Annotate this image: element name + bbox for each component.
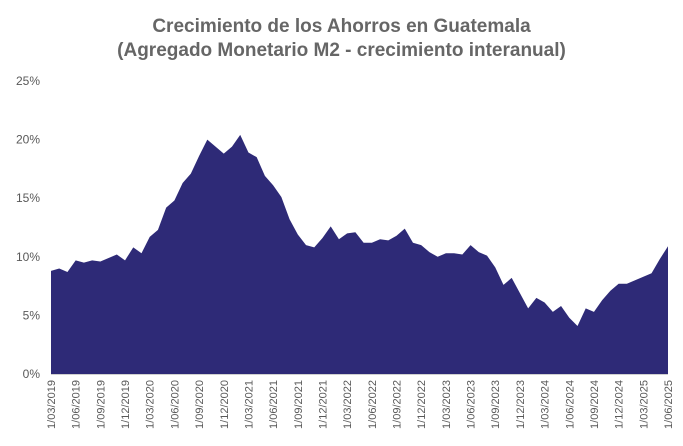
x-tick-label: 1/09/2022 [392,380,404,429]
area-layer [51,134,668,374]
x-tick-label: 1/09/2020 [194,380,206,429]
x-tick-label: 1/03/2021 [243,380,255,429]
x-tick-label: 1/03/2020 [145,380,157,429]
y-tick-label: 10% [16,250,40,264]
x-tick-label: 1/06/2019 [71,380,83,429]
x-tick-label: 1/06/2021 [268,380,280,429]
x-tick-label: 1/06/2020 [169,380,181,429]
x-tick-label: 1/12/2019 [120,380,132,429]
x-axis-ticks: 1/03/2019 1/06/2019 1/09/2019 1/12/2019 1/03… [46,380,675,429]
x-tick-label: 1/03/2022 [342,380,354,429]
x-tick-label: 1/03/2023 [441,380,453,429]
y-tick-label: 25% [16,74,40,88]
x-tick-label: 1/09/2024 [589,380,601,429]
x-tick-label: 1/03/2025 [638,380,650,429]
x-tick-label: 1/12/2024 [614,380,626,429]
x-tick-label: 1/06/2024 [564,380,576,429]
x-tick-label: 1/09/2021 [293,380,305,429]
area-series [51,134,668,374]
chart-title: Crecimiento de los Ahorros en Guatemala [152,16,531,37]
y-axis-ticks: 0% 5% 10% 15% 20% 25% [16,74,40,381]
x-tick-label: 1/06/2025 [663,380,675,429]
x-tick-label: 1/12/2023 [515,380,527,429]
chart-subtitle: (Agregado Monetario M2 - crecimiento int… [117,40,566,61]
y-tick-label: 5% [23,308,41,322]
x-tick-label: 1/03/2019 [46,380,58,429]
x-tick-label: 1/12/2022 [416,380,428,429]
x-tick-label: 1/06/2022 [367,380,379,429]
x-tick-label: 1/06/2023 [466,380,478,429]
y-tick-label: 20% [16,133,40,147]
y-tick-label: 0% [23,367,41,381]
x-tick-label: 1/09/2023 [490,380,502,429]
y-tick-label: 15% [16,191,40,205]
x-tick-label: 1/12/2020 [219,380,231,429]
x-tick-label: 1/03/2024 [540,380,552,429]
x-tick-label: 1/12/2021 [317,380,329,429]
x-tick-label: 1/09/2019 [95,380,107,429]
